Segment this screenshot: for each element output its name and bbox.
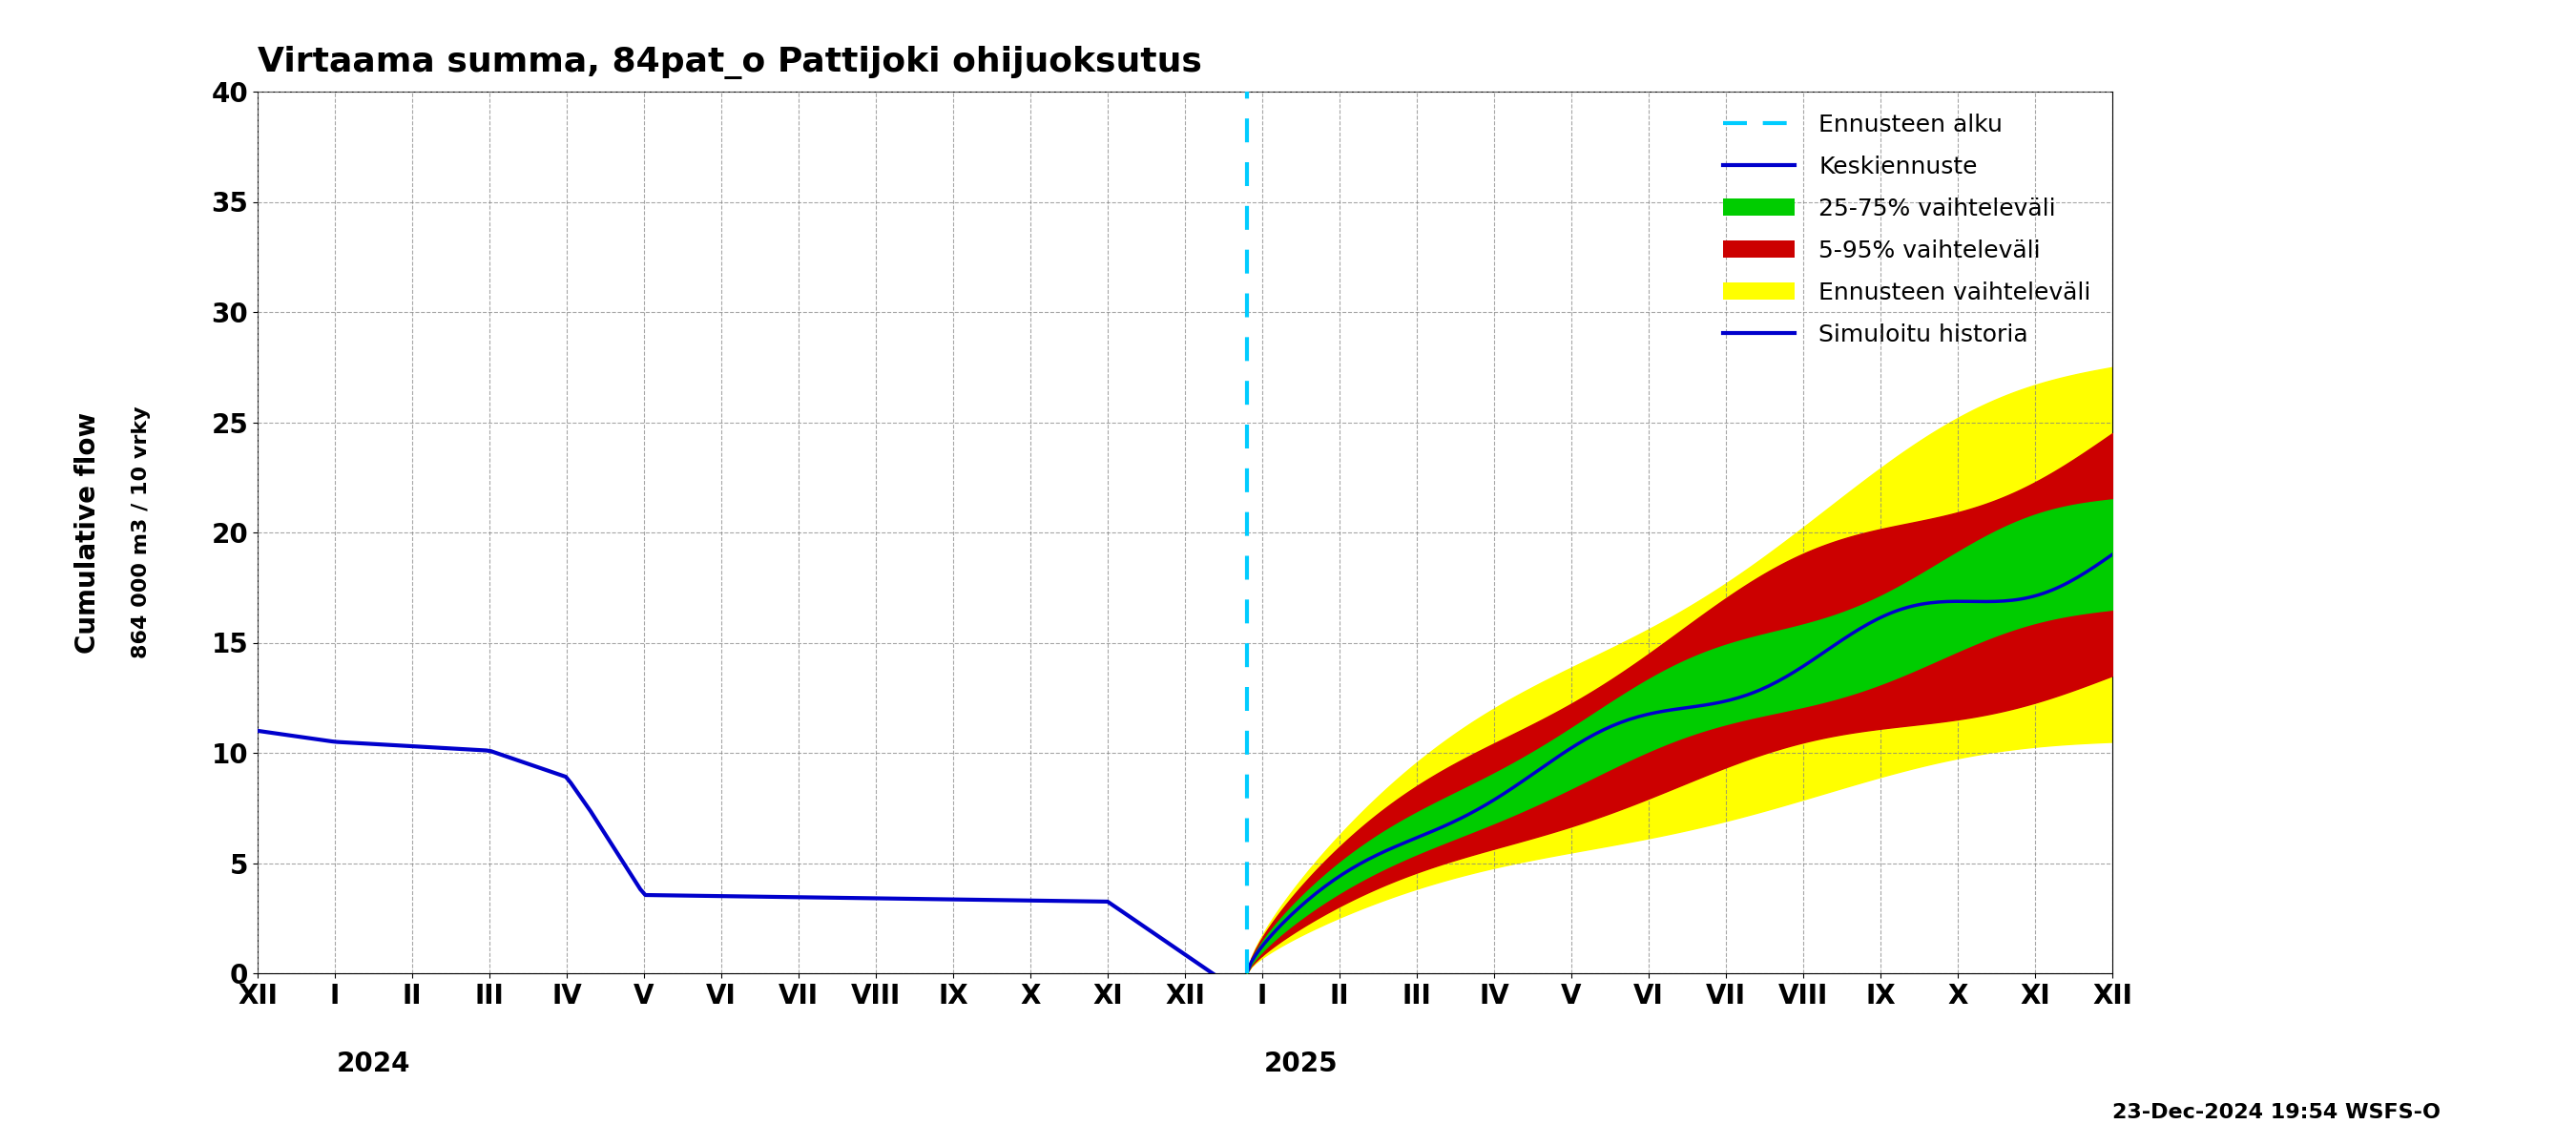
- Text: 23-Dec-2024 19:54 WSFS-O: 23-Dec-2024 19:54 WSFS-O: [2112, 1103, 2439, 1122]
- Text: Cumulative flow: Cumulative flow: [75, 412, 100, 653]
- Legend: Ennusteen alku, Keskiennuste, 25-75% vaihteleväli, 5-95% vaihteleväli, Ennusteen: Ennusteen alku, Keskiennuste, 25-75% vai…: [1713, 103, 2099, 355]
- Text: Virtaama summa, 84pat_o Pattijoki ohijuoksutus: Virtaama summa, 84pat_o Pattijoki ohijuo…: [258, 46, 1203, 79]
- Text: 2024: 2024: [337, 1050, 410, 1077]
- Text: 2025: 2025: [1265, 1050, 1337, 1077]
- Text: 864 000 m3 / 10 vrky: 864 000 m3 / 10 vrky: [131, 406, 152, 658]
